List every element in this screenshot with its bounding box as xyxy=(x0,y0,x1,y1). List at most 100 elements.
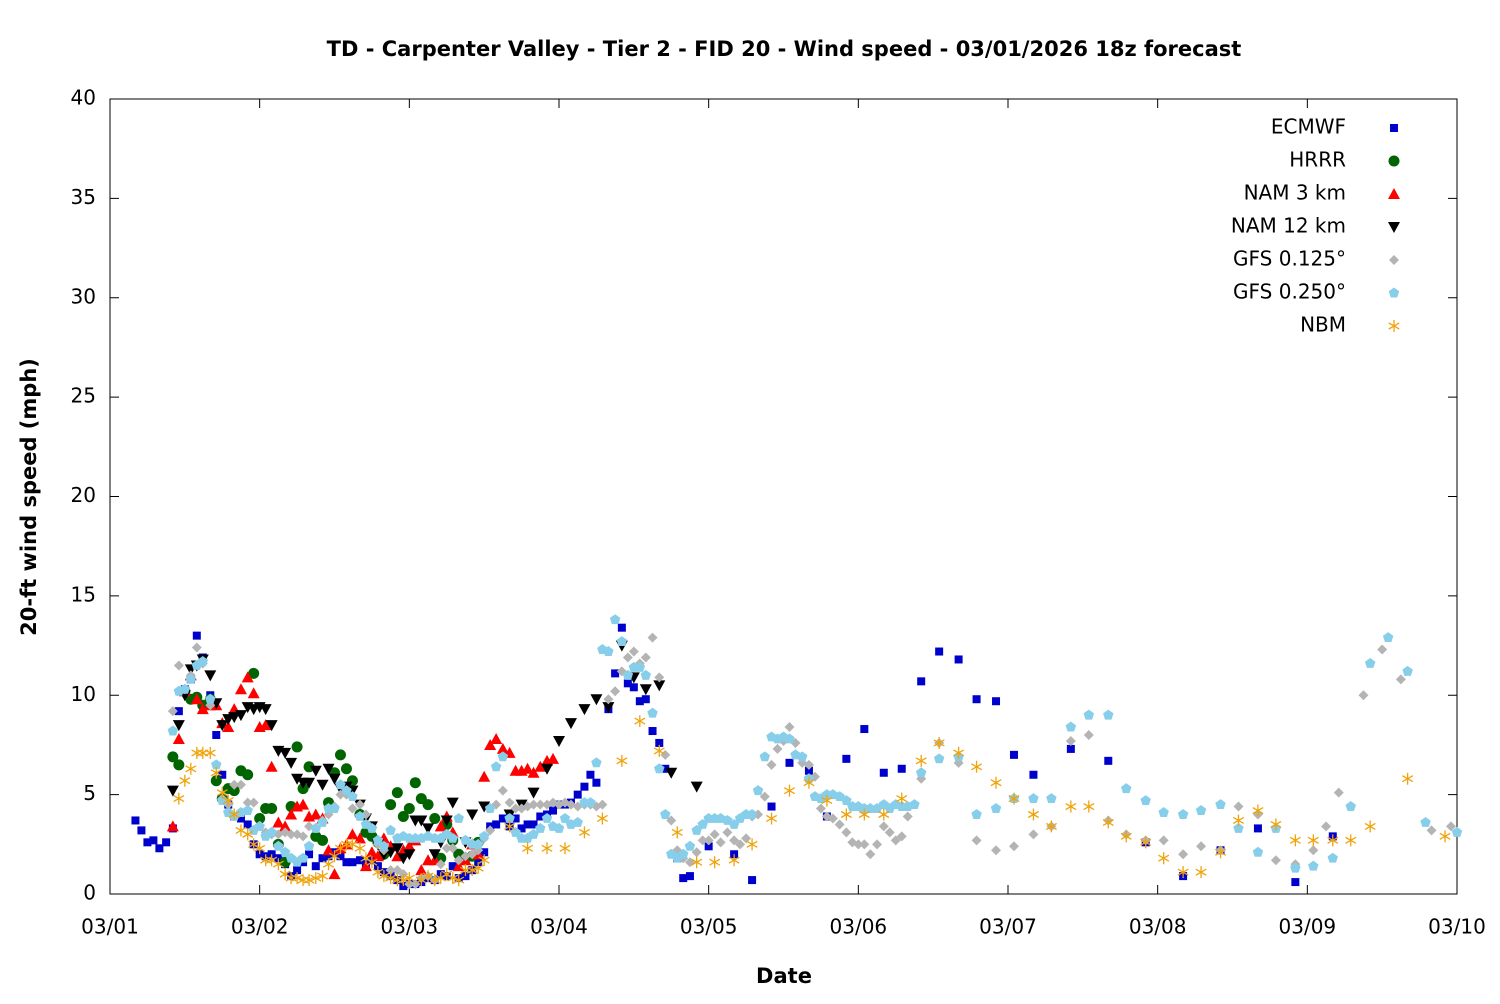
y-tick-label: 40 xyxy=(71,86,96,110)
data-point xyxy=(480,848,489,857)
data-point xyxy=(597,799,608,810)
data-point xyxy=(328,773,341,785)
legend-label: GFS 0.125° xyxy=(1233,247,1346,271)
legend-marker xyxy=(1390,124,1398,132)
data-point xyxy=(1345,834,1357,847)
data-point xyxy=(167,751,179,763)
data-point xyxy=(521,762,534,774)
data-point xyxy=(522,842,534,855)
y-tick-label: 20 xyxy=(71,483,96,507)
data-point xyxy=(1158,835,1169,846)
data-point xyxy=(329,803,340,813)
data-point xyxy=(259,704,272,716)
data-point xyxy=(285,757,298,769)
data-point xyxy=(1327,834,1339,847)
data-point xyxy=(564,718,577,730)
data-point xyxy=(272,858,284,871)
data-point xyxy=(654,763,665,774)
data-point xyxy=(303,761,315,773)
x-tick-label: 03/09 xyxy=(1279,915,1337,939)
data-point xyxy=(1289,834,1301,847)
data-point xyxy=(528,799,539,810)
data-point xyxy=(1083,800,1095,813)
data-point xyxy=(1333,787,1344,798)
data-point xyxy=(1253,824,1262,833)
data-point xyxy=(610,686,621,697)
data-point xyxy=(179,774,191,787)
data-point xyxy=(722,827,733,838)
data-point xyxy=(623,679,632,688)
data-point xyxy=(821,794,833,807)
data-point xyxy=(248,797,259,808)
data-point xyxy=(953,746,965,759)
data-point xyxy=(403,872,415,885)
data-point xyxy=(334,749,346,761)
data-point xyxy=(365,846,378,858)
data-point xyxy=(354,810,366,821)
y-tick-label: 30 xyxy=(71,284,96,308)
data-point xyxy=(827,813,838,824)
data-point xyxy=(303,777,316,789)
data-point xyxy=(1140,836,1152,849)
data-point xyxy=(265,760,278,772)
data-point xyxy=(628,646,639,657)
data-point xyxy=(172,732,185,744)
data-point xyxy=(497,751,509,762)
x-tick-label: 03/03 xyxy=(381,915,439,939)
data-point xyxy=(1008,841,1019,852)
data-point xyxy=(1103,709,1114,720)
data-point xyxy=(990,803,1002,813)
data-point xyxy=(1028,829,1039,840)
legend-label: NAM 12 km xyxy=(1231,214,1346,238)
data-point xyxy=(305,850,314,859)
data-point xyxy=(322,858,335,871)
data-point xyxy=(242,797,253,808)
data-point xyxy=(291,872,303,885)
data-point xyxy=(841,795,852,806)
data-point xyxy=(1291,878,1300,887)
data-point xyxy=(1083,730,1094,740)
data-point xyxy=(234,683,247,695)
data-point xyxy=(336,852,345,861)
data-point xyxy=(167,725,179,736)
y-axis-label: 20-ft wind speed (mph) xyxy=(17,358,41,636)
data-point xyxy=(415,815,428,827)
data-point xyxy=(971,809,982,819)
data-point xyxy=(484,803,496,813)
data-point xyxy=(1140,795,1151,806)
data-point xyxy=(266,803,278,815)
data-point xyxy=(772,743,783,754)
data-point xyxy=(578,704,591,716)
data-point xyxy=(166,785,179,797)
data-point xyxy=(162,838,171,847)
data-point xyxy=(497,785,508,796)
data-point xyxy=(366,856,378,869)
data-point xyxy=(1215,846,1227,859)
data-point xyxy=(603,646,614,656)
data-point xyxy=(185,673,197,684)
x-tick-label: 03/05 xyxy=(680,915,738,939)
data-point xyxy=(403,803,415,815)
data-point xyxy=(429,874,441,887)
data-point xyxy=(586,770,595,779)
data-point xyxy=(590,694,603,706)
x-tick-label: 03/02 xyxy=(231,915,289,939)
data-point xyxy=(403,849,416,861)
data-point xyxy=(453,874,465,887)
data-point xyxy=(585,797,596,808)
data-point xyxy=(1158,852,1170,865)
data-point xyxy=(803,776,815,789)
x-tick-label: 03/04 xyxy=(530,915,588,939)
data-point xyxy=(347,803,358,814)
data-point xyxy=(366,822,378,833)
data-point xyxy=(1215,799,1226,810)
data-point xyxy=(242,805,253,815)
data-point xyxy=(328,850,341,863)
data-point xyxy=(559,812,571,823)
data-point xyxy=(591,757,602,768)
data-point xyxy=(149,836,158,845)
data-point xyxy=(860,725,869,734)
data-point xyxy=(492,820,501,829)
data-point xyxy=(272,816,285,828)
